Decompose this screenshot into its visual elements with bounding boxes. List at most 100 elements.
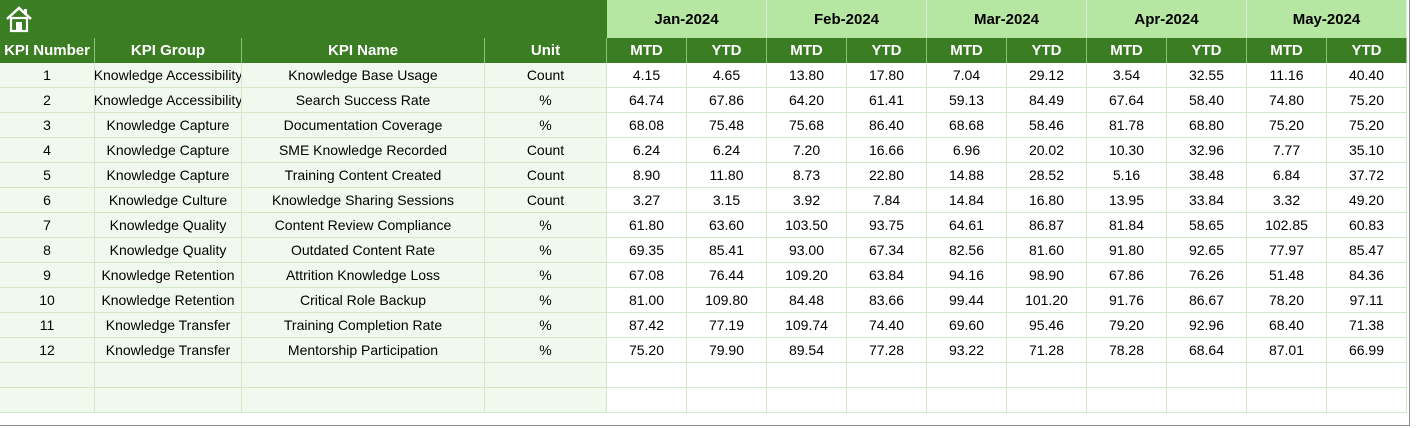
row-cell: Knowledge Retention — [95, 288, 242, 313]
row-cell: 5 — [0, 163, 95, 188]
row-cell: Knowledge Retention — [95, 263, 242, 288]
value-cell: 74.40 — [847, 313, 927, 338]
value-cell: 67.86 — [1087, 263, 1167, 288]
row-cell: Content Review Compliance — [242, 213, 485, 238]
value-cell: 75.48 — [687, 113, 767, 138]
empty-cell — [687, 363, 767, 388]
value-cell: 16.80 — [1007, 188, 1087, 213]
value-cell: 13.95 — [1087, 188, 1167, 213]
value-cell: 58.46 — [1007, 113, 1087, 138]
value-cell: 35.10 — [1327, 138, 1407, 163]
value-cell: 81.78 — [1087, 113, 1167, 138]
value-cell: 7.20 — [767, 138, 847, 163]
value-cell: 78.20 — [1247, 288, 1327, 313]
value-cell: 76.44 — [687, 263, 767, 288]
value-cell: 4.15 — [607, 63, 687, 88]
row-cell: 4 — [0, 138, 95, 163]
month-header: May-2024 — [1247, 0, 1407, 38]
row-cell: % — [485, 263, 607, 288]
value-cell: 7.04 — [927, 63, 1007, 88]
row-cell: % — [485, 288, 607, 313]
value-cell: 7.77 — [1247, 138, 1327, 163]
value-cell: 75.68 — [767, 113, 847, 138]
empty-cell — [767, 388, 847, 413]
value-cell: 32.55 — [1167, 63, 1247, 88]
empty-cell — [847, 388, 927, 413]
month-header: Feb-2024 — [767, 0, 927, 38]
empty-cell — [1167, 363, 1247, 388]
value-cell: 22.80 — [847, 163, 927, 188]
empty-cell — [1327, 363, 1407, 388]
value-cell: 67.08 — [607, 263, 687, 288]
value-cell: 64.20 — [767, 88, 847, 113]
value-cell: 94.16 — [927, 263, 1007, 288]
row-cell: Knowledge Transfer — [95, 313, 242, 338]
row-cell: Training Content Created — [242, 163, 485, 188]
row-cell: Outdated Content Rate — [242, 238, 485, 263]
sub-header: MTD — [1247, 38, 1327, 63]
value-cell: 8.73 — [767, 163, 847, 188]
row-cell: 2 — [0, 88, 95, 113]
value-cell: 79.20 — [1087, 313, 1167, 338]
sub-header: YTD — [1327, 38, 1407, 63]
value-cell: 68.80 — [1167, 113, 1247, 138]
sub-header: MTD — [767, 38, 847, 63]
empty-cell — [485, 388, 607, 413]
row-cell: % — [485, 88, 607, 113]
value-cell: 67.64 — [1087, 88, 1167, 113]
value-cell: 85.47 — [1327, 238, 1407, 263]
row-cell: Mentorship Participation — [242, 338, 485, 363]
value-cell: 71.38 — [1327, 313, 1407, 338]
value-cell: 3.32 — [1247, 188, 1327, 213]
sub-header: YTD — [847, 38, 927, 63]
value-cell: 75.20 — [1247, 113, 1327, 138]
value-cell: 109.20 — [767, 263, 847, 288]
row-cell: % — [485, 313, 607, 338]
empty-cell — [242, 363, 485, 388]
row-cell: Documentation Coverage — [242, 113, 485, 138]
value-cell: 40.40 — [1327, 63, 1407, 88]
empty-cell — [607, 388, 687, 413]
value-cell: 92.96 — [1167, 313, 1247, 338]
value-cell: 84.49 — [1007, 88, 1087, 113]
value-cell: 75.20 — [1327, 88, 1407, 113]
column-header: KPI Name — [242, 38, 485, 63]
empty-cell — [1087, 363, 1167, 388]
row-cell: Search Success Rate — [242, 88, 485, 113]
empty-cell — [0, 363, 95, 388]
value-cell: 83.66 — [847, 288, 927, 313]
row-cell: 7 — [0, 213, 95, 238]
value-cell: 101.20 — [1007, 288, 1087, 313]
row-cell: % — [485, 338, 607, 363]
row-cell: 10 — [0, 288, 95, 313]
empty-cell — [95, 388, 242, 413]
row-cell: Count — [485, 63, 607, 88]
value-cell: 7.84 — [847, 188, 927, 213]
empty-cell — [927, 363, 1007, 388]
value-cell: 69.60 — [927, 313, 1007, 338]
value-cell: 61.41 — [847, 88, 927, 113]
month-header: Jan-2024 — [607, 0, 767, 38]
value-cell: 69.35 — [607, 238, 687, 263]
value-cell: 74.80 — [1247, 88, 1327, 113]
value-cell: 77.97 — [1247, 238, 1327, 263]
value-cell: 28.52 — [1007, 163, 1087, 188]
value-cell: 93.75 — [847, 213, 927, 238]
row-cell: Knowledge Accessibility — [95, 88, 242, 113]
row-cell: 3 — [0, 113, 95, 138]
value-cell: 16.66 — [847, 138, 927, 163]
column-header: KPI Number — [0, 38, 95, 63]
empty-cell — [1087, 388, 1167, 413]
value-cell: 67.34 — [847, 238, 927, 263]
sub-header: MTD — [1087, 38, 1167, 63]
value-cell: 32.96 — [1167, 138, 1247, 163]
value-cell: 75.20 — [607, 338, 687, 363]
value-cell: 14.84 — [927, 188, 1007, 213]
row-cell: Count — [485, 163, 607, 188]
value-cell: 86.40 — [847, 113, 927, 138]
row-cell: 8 — [0, 238, 95, 263]
value-cell: 20.02 — [1007, 138, 1087, 163]
row-cell: 9 — [0, 263, 95, 288]
home-icon[interactable] — [4, 5, 34, 33]
